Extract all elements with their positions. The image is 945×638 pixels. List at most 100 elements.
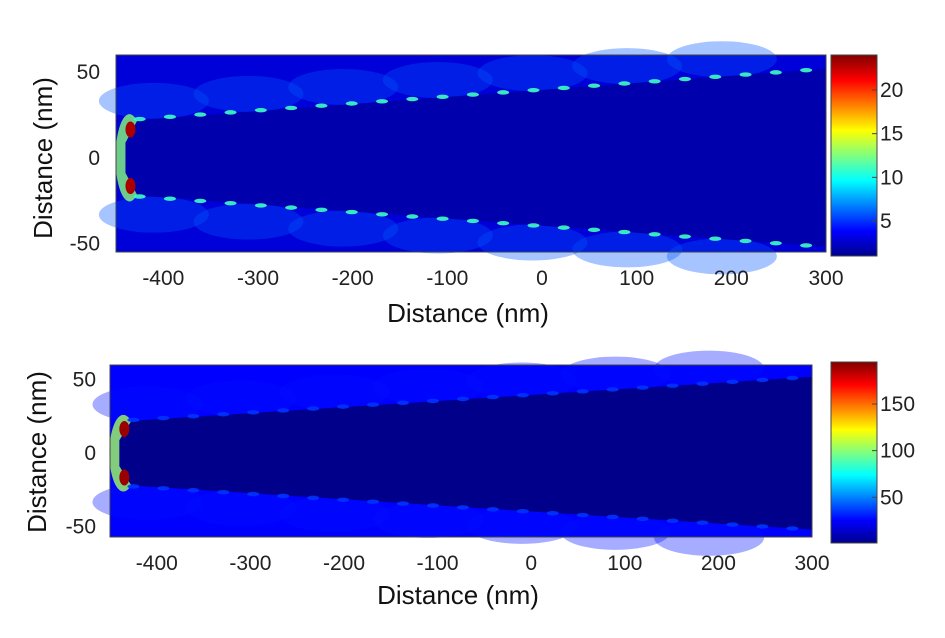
surface-hotspot (285, 105, 298, 111)
heatmap-chart-top: -400 -300 -200 -100 0 100 200 300 50 0 -50 Distan… (28, 41, 903, 328)
surface-hotspot (277, 493, 290, 499)
surface-hotspot (133, 194, 146, 199)
surface-hotspot (194, 112, 207, 117)
surface-hotspot (277, 408, 290, 413)
y-axis-ticks: 50 0 -50 (66, 369, 96, 539)
tip-hotspot (119, 420, 130, 437)
surface-hotspot (588, 227, 601, 233)
surface-hotspots (125, 67, 813, 248)
field-glow (279, 374, 390, 411)
surface-hotspot (618, 229, 631, 235)
heatmap-chart-bottom: -400 -300 -200 -100 0 100 200 300 50 0 -50 Distan… (22, 350, 915, 610)
colorbar-ticks: 20 15 10 5 (872, 79, 903, 233)
x-axis-ticks: -400 -300 -200 -100 0 100 200 300 (136, 552, 830, 575)
field-glow (560, 513, 671, 550)
surface-hotspot (486, 394, 499, 400)
x-axis-label: Distance (nm) (387, 298, 549, 328)
surface-hotspot (254, 203, 267, 208)
surface-hotspot (456, 396, 469, 402)
colorbar-tick-label: 50 (880, 486, 903, 509)
x-tick-label: -100 (417, 552, 459, 575)
surface-hotspot (588, 83, 601, 88)
surface-hotspot (709, 236, 722, 241)
surface-hotspot (254, 107, 267, 113)
surface-hotspot (367, 499, 380, 504)
surface-hotspot (497, 90, 510, 95)
surface-hotspot (516, 392, 529, 398)
x-tick-label: -100 (426, 267, 468, 290)
field-glows (92, 350, 765, 556)
surface-hotspot (367, 402, 380, 407)
x-tick-label: -400 (142, 267, 184, 290)
x-tick-label: -400 (136, 552, 178, 575)
y-tick-label: 0 (84, 442, 96, 465)
field-glow (288, 210, 399, 247)
x-tick-label: -300 (237, 267, 279, 290)
surface-hotspot (648, 232, 661, 237)
colorbar-ticks: 150 100 50 (872, 393, 915, 509)
tip-hotspot (119, 469, 130, 486)
surface-hotspot (726, 522, 739, 527)
field-glow (654, 519, 765, 556)
field-glow (654, 350, 765, 387)
surface-hotspot (187, 488, 200, 493)
surface-hotspots (119, 375, 799, 531)
y-axis-ticks: 50 0 -50 (70, 61, 100, 255)
colorbar-tick-label: 10 (880, 166, 903, 189)
surface-hotspot (194, 198, 207, 204)
surface-hotspot (376, 99, 389, 104)
surface-hotspot (527, 223, 540, 228)
surface-hotspot (557, 225, 570, 230)
heatmap-plot-area (92, 350, 813, 556)
colorbar-scale (830, 54, 878, 257)
heatmap-plot-area (98, 41, 826, 275)
field-glow (382, 217, 493, 254)
surface-hotspot (576, 512, 589, 518)
x-tick-label: 0 (536, 267, 548, 290)
surface-hotspot (769, 70, 782, 75)
colorbar-tick-label: 100 (880, 440, 915, 463)
surface-hotspot (396, 501, 409, 506)
surface-hotspot (786, 375, 799, 381)
y-tick-label: 0 (88, 147, 100, 170)
field-glow (572, 48, 683, 85)
surface-hotspot (426, 503, 439, 508)
field-glow (477, 55, 588, 92)
surface-hotspot (436, 216, 449, 221)
field-glow (186, 380, 297, 417)
plot-frame (115, 54, 827, 253)
surface-hotspot (636, 385, 649, 390)
surface-hotspot (666, 383, 679, 388)
surface-hotspot (247, 410, 260, 415)
field-glow (193, 75, 304, 112)
x-tick-label: 300 (794, 552, 829, 575)
surface-hotspot (726, 379, 739, 385)
tip-interior (119, 376, 813, 530)
field-glow (279, 495, 390, 532)
surface-hotspot (786, 526, 799, 531)
surface-hotspot (337, 497, 350, 502)
surface-hotspot (217, 412, 230, 417)
colorbar: 20 15 10 5 (830, 54, 903, 257)
surface-hotspot (456, 505, 469, 510)
field-glow (193, 203, 304, 240)
x-tick-label: 200 (714, 267, 749, 290)
colorbar-tick-label: 150 (880, 393, 915, 416)
surface-hotspot (406, 214, 419, 219)
surface-hotspot (163, 114, 176, 120)
tip-hotspot (125, 178, 136, 195)
x-tick-label: -200 (323, 552, 365, 575)
surface-hotspot (648, 79, 661, 84)
surface-hotspot (217, 489, 230, 495)
field-glow (92, 386, 203, 423)
surface-hotspot (618, 81, 631, 86)
field-glow (186, 489, 297, 526)
field-glow (98, 196, 209, 233)
surface-hotspot (466, 218, 479, 224)
field-glows (98, 41, 777, 275)
surface-hotspot (285, 205, 298, 210)
surface-hotspot (497, 220, 510, 226)
surface-hotspot (396, 400, 409, 406)
surface-hotspot (224, 200, 237, 206)
surface-hotspot (337, 404, 350, 409)
